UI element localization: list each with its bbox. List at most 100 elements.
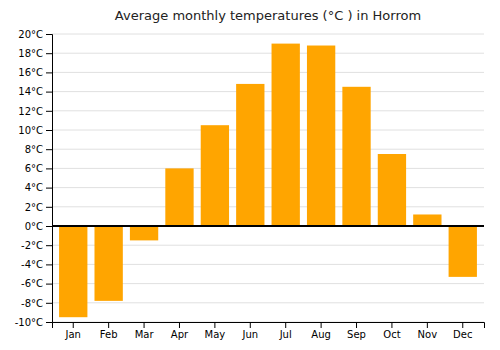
bars — [59, 44, 477, 318]
tick: Jul — [279, 322, 292, 340]
tick-mark — [179, 322, 180, 328]
tick-label: Jun — [241, 329, 258, 340]
grid-line — [52, 130, 484, 131]
tick-mark — [462, 322, 463, 328]
bar — [236, 84, 264, 226]
grid-line — [52, 34, 484, 35]
bar — [165, 168, 193, 226]
tick: 10°C — [18, 125, 52, 136]
tick: -8°C — [21, 298, 52, 309]
bar — [342, 87, 370, 226]
bar — [449, 226, 477, 277]
tick: 18°C — [18, 48, 52, 59]
tick-label: May — [205, 329, 226, 340]
tick-label: 18°C — [18, 48, 43, 59]
tick: 16°C — [18, 67, 52, 78]
bar — [94, 226, 122, 301]
tick: 4°C — [25, 182, 52, 193]
tick-label: Oct — [383, 329, 400, 340]
tick: Apr — [171, 322, 189, 340]
tick-label: Jan — [65, 329, 81, 340]
tick-mark — [46, 284, 52, 285]
tick: 14°C — [18, 86, 52, 97]
bar — [272, 44, 300, 226]
tick-mark — [46, 245, 52, 246]
bar — [307, 46, 335, 226]
tick-label: 8°C — [25, 144, 43, 155]
y-axis: -10°C -8°C -6°C -4°C -2°C 0°C 2°C 4°C 6°C 8°C 10°C… — [15, 29, 53, 328]
tick: Jan — [65, 322, 81, 340]
tick-mark — [427, 322, 428, 328]
axis-line — [46, 35, 53, 323]
grid-line — [52, 206, 484, 207]
tick-mark — [46, 264, 52, 265]
tick-label: 6°C — [25, 163, 43, 174]
tick-label: Jul — [279, 329, 292, 340]
tick-label: Apr — [171, 329, 189, 340]
tick-mark — [285, 322, 286, 328]
tick-mark — [46, 322, 52, 323]
tick: -2°C — [21, 240, 52, 251]
tick-label: 12°C — [18, 106, 43, 117]
tick-label: 0°C — [25, 221, 43, 232]
bar — [413, 214, 441, 226]
tick: Sep — [347, 322, 366, 340]
grid-line — [52, 53, 484, 54]
tick-label: Sep — [347, 329, 366, 340]
tick: 6°C — [25, 163, 52, 174]
tick-mark — [108, 322, 109, 328]
tick-label: 16°C — [18, 67, 43, 78]
tick: 20°C — [18, 29, 52, 40]
x-axis: Jan Feb Mar Apr May Jun Jul Aug Sep Oct Nov Dec — [53, 322, 485, 340]
tick: 12°C — [18, 106, 52, 117]
tick-mark — [46, 188, 52, 189]
title: Average monthly temperatures (°C ) in Ho… — [115, 8, 421, 23]
grid-line — [52, 187, 484, 188]
tick: 8°C — [25, 144, 52, 155]
tick: Aug — [311, 322, 331, 340]
bar — [201, 125, 229, 226]
tick-mark — [391, 322, 392, 328]
tick-label: -6°C — [21, 278, 43, 289]
tick: 2°C — [25, 202, 52, 213]
tick: -10°C — [15, 317, 52, 328]
tick-mark — [321, 322, 322, 328]
plot: -10°C -8°C -6°C -4°C -2°C 0°C 2°C 4°C 6°C 8°C 10°C… — [15, 29, 485, 340]
tick: Feb — [100, 322, 118, 340]
tick-label: 4°C — [25, 182, 43, 193]
tick-label: -4°C — [21, 259, 43, 270]
tick: Jun — [241, 322, 258, 340]
tick-mark — [46, 303, 52, 304]
grid-line — [52, 91, 484, 92]
tick-mark — [46, 92, 52, 93]
tick: Dec — [453, 322, 472, 340]
grid-line — [52, 149, 484, 150]
grid-line — [52, 226, 484, 227]
axis-line — [53, 323, 485, 329]
tick: -4°C — [21, 259, 52, 270]
bar — [59, 226, 87, 317]
bar — [130, 226, 158, 240]
tick-mark — [214, 322, 215, 328]
bar — [378, 154, 406, 226]
tick: 0°C — [25, 221, 52, 232]
tick-label: Aug — [311, 329, 331, 340]
tick-mark — [73, 322, 74, 328]
tick-mark — [46, 111, 52, 112]
tick: Oct — [383, 322, 400, 340]
tick-label: Mar — [135, 329, 155, 340]
tick: Mar — [135, 322, 155, 340]
tick-label: Nov — [418, 329, 438, 340]
tick-label: -8°C — [21, 298, 43, 309]
tick-label: 20°C — [18, 29, 43, 40]
zero-line — [52, 225, 484, 227]
grid-line — [52, 72, 484, 73]
tick-mark — [46, 130, 52, 131]
tick-mark — [144, 322, 145, 328]
tick-label: 2°C — [25, 202, 43, 213]
grid-line — [52, 110, 484, 111]
tick-mark — [46, 72, 52, 73]
tick-mark — [46, 53, 52, 54]
tick-mark — [46, 34, 52, 35]
grid — [52, 34, 484, 322]
